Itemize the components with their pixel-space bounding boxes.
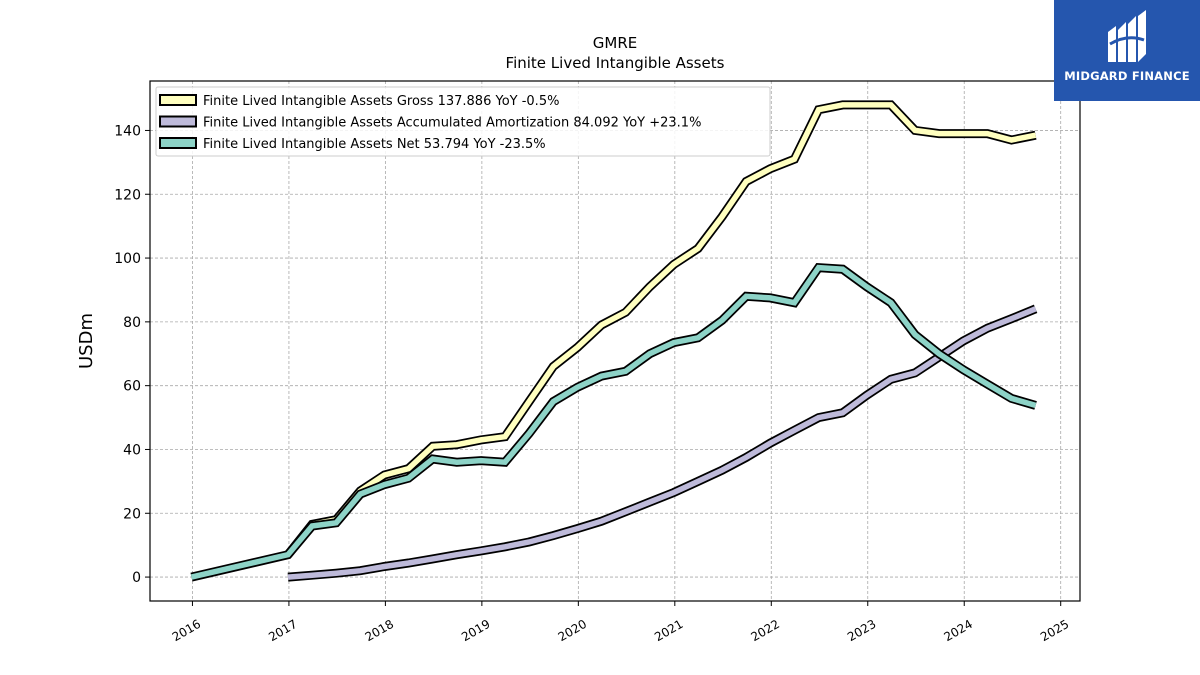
plot-frame	[149, 80, 1081, 602]
y-tick-label: 40	[123, 442, 141, 458]
legend-swatch	[159, 137, 197, 149]
y-tick-label: 100	[114, 251, 141, 267]
grid	[150, 81, 1080, 601]
legend: Finite Lived Intangible Assets Gross 137…	[155, 86, 771, 157]
midgard-logo-icon	[1108, 10, 1146, 62]
legend-swatch	[159, 115, 197, 128]
y-tick-label: 80	[123, 315, 141, 331]
legend-item: Finite Lived Intangible Assets Net 53.79…	[159, 137, 546, 152]
series-line	[190, 264, 1037, 580]
legend-item: Finite Lived Intangible Assets Gross 137…	[159, 94, 559, 109]
chart-title: GMRE	[593, 34, 637, 52]
y-tick-label: 60	[123, 379, 141, 395]
legend-box	[155, 86, 771, 157]
y-tick-label: 0	[132, 570, 141, 586]
x-tick-label: 2020	[556, 617, 589, 644]
x-tick-label: 2017	[266, 617, 299, 644]
logo-text: MIDGARD FINANCE	[1064, 69, 1190, 83]
y-tick-label: 140	[114, 123, 141, 139]
y-axis: 0 20 40 60 80 100 120 140	[114, 123, 150, 586]
series-line	[287, 306, 1037, 580]
legend-item: Finite Lived Intangible Assets Accumulat…	[159, 115, 701, 131]
y-tick-label: 120	[114, 187, 141, 203]
x-tick-label: 2023	[845, 617, 878, 644]
series-1	[287, 304, 1038, 582]
x-tick-label: 2018	[363, 617, 396, 644]
legend-label: Finite Lived Intangible Assets Accumulat…	[203, 116, 701, 131]
x-tick-label: 2022	[749, 617, 782, 644]
x-tick-label: 2024	[942, 617, 975, 644]
series-2	[190, 262, 1037, 582]
series-0	[284, 100, 1037, 558]
series-line-outline	[284, 100, 1037, 558]
series-line	[285, 102, 1037, 557]
legend-label: Finite Lived Intangible Assets Net 53.79…	[203, 137, 546, 152]
x-axis: 2016 2017 2018 2019 2020 2021 2022 2023 2024 2025	[170, 601, 1071, 644]
series-lines	[190, 100, 1038, 582]
x-tick-label: 2025	[1038, 617, 1071, 644]
legend-swatch	[159, 94, 197, 106]
legend-label: Finite Lived Intangible Assets Gross 137…	[203, 94, 559, 109]
chart-subtitle: Finite Lived Intangible Assets	[506, 54, 725, 72]
y-tick-label: 20	[123, 506, 141, 522]
x-tick-label: 2019	[459, 617, 492, 644]
x-tick-label: 2021	[652, 617, 685, 644]
midgard-finance-logo: MIDGARD FINANCE	[1054, 0, 1200, 101]
x-tick-label: 2016	[170, 617, 203, 644]
y-axis-label: USDm	[76, 313, 97, 369]
